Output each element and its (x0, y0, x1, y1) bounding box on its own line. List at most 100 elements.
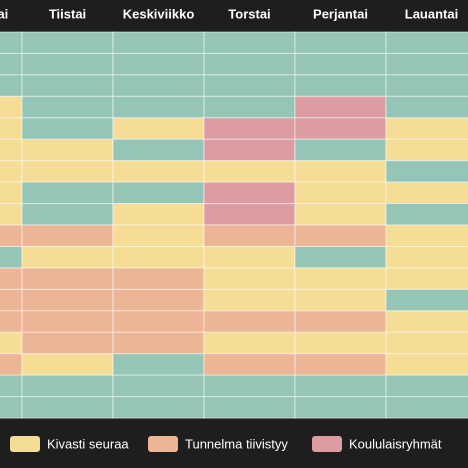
schedule-cell (294, 224, 387, 248)
schedule-cell (203, 95, 296, 119)
schedule-cell (21, 353, 114, 376)
schedule-cell (385, 31, 468, 54)
schedule-cell (385, 267, 468, 290)
schedule-cell (294, 331, 387, 355)
schedule-cell (294, 181, 387, 205)
schedule-cell (385, 310, 468, 333)
schedule-cell (112, 31, 205, 54)
schedule-cell (0, 181, 23, 205)
schedule-cell (203, 52, 296, 76)
schedule-cell (203, 160, 296, 183)
schedule-cell (21, 160, 114, 183)
schedule-cell (294, 246, 387, 269)
legend-label: Tunnelma tiivistyy (185, 436, 288, 451)
schedule-cell (203, 374, 296, 398)
schedule-cell (385, 203, 468, 226)
schedule-cell (203, 31, 296, 54)
schedule-cell (203, 74, 296, 97)
column-header: Keskiviikko (123, 6, 195, 21)
schedule-cell (112, 74, 205, 97)
schedule-cell (21, 331, 114, 355)
schedule-cell (203, 331, 296, 355)
schedule-cell (112, 52, 205, 76)
schedule-cell (21, 224, 114, 248)
schedule-cell (21, 52, 114, 76)
schedule-cell (21, 181, 114, 205)
schedule-cell (21, 288, 114, 312)
column-header: Perjantai (313, 6, 368, 21)
schedule-cell (385, 95, 468, 119)
legend-label: Koululaisryhmät (349, 436, 442, 451)
schedule-cell (21, 74, 114, 97)
schedule-cell (21, 95, 114, 119)
schedule-cell (203, 117, 296, 140)
schedule-cell (294, 396, 387, 419)
schedule-cell (203, 310, 296, 333)
column-header: Torstai (228, 6, 270, 21)
schedule-cell (203, 396, 296, 419)
schedule-cell (385, 160, 468, 183)
schedule-cell (0, 288, 23, 312)
schedule-cell (203, 267, 296, 290)
schedule-cell (21, 310, 114, 333)
schedule-cell (385, 331, 468, 355)
column-header: Tiistai (49, 6, 86, 21)
schedule-cell (21, 267, 114, 290)
schedule-cell (385, 117, 468, 140)
schedule-cell (385, 396, 468, 419)
schedule-cell (385, 224, 468, 248)
schedule-cell (0, 95, 23, 119)
schedule-cell (385, 138, 468, 162)
schedule-cell (112, 246, 205, 269)
schedule-cell (112, 160, 205, 183)
schedule-cell (112, 288, 205, 312)
schedule-cell (294, 31, 387, 54)
column-header: Lauantai (405, 6, 458, 21)
schedule-cell (112, 138, 205, 162)
schedule-cell (0, 246, 23, 269)
schedule-cell (0, 160, 23, 183)
schedule-cell (0, 396, 23, 419)
column-header: Maanantai (0, 6, 8, 21)
schedule-cell (112, 374, 205, 398)
schedule-cell (294, 138, 387, 162)
schedule-cell (385, 288, 468, 312)
schedule-cell (112, 181, 205, 205)
schedule-cell (203, 203, 296, 226)
schedule-cell (112, 203, 205, 226)
schedule-cell (112, 310, 205, 333)
schedule-cell (112, 224, 205, 248)
schedule-cell (294, 74, 387, 97)
schedule-cell (294, 267, 387, 290)
schedule-cell (203, 138, 296, 162)
schedule-cell (21, 203, 114, 226)
legend-swatch (10, 436, 40, 452)
schedule-cell (203, 353, 296, 376)
schedule-cell (203, 181, 296, 205)
schedule-cell (294, 52, 387, 76)
schedule-cell (294, 374, 387, 398)
schedule-cell (112, 396, 205, 419)
legend-label: Kivasti seuraa (47, 436, 129, 451)
schedule-cell (0, 203, 23, 226)
schedule-cell (0, 117, 23, 140)
schedule-cell (203, 246, 296, 269)
schedule-cell (203, 224, 296, 248)
schedule-cell (112, 331, 205, 355)
schedule-cell (294, 353, 387, 376)
schedule-cell (294, 160, 387, 183)
schedule-cell (385, 52, 468, 76)
schedule-cell (0, 267, 23, 290)
schedule-cell (0, 353, 23, 376)
schedule-cell (112, 117, 205, 140)
schedule-cell (0, 138, 23, 162)
legend-swatch (312, 436, 342, 452)
schedule-cell (385, 181, 468, 205)
schedule-cell (385, 246, 468, 269)
schedule-cell (0, 31, 23, 54)
schedule-cell (294, 117, 387, 140)
schedule-cell (112, 95, 205, 119)
schedule-cell (0, 374, 23, 398)
